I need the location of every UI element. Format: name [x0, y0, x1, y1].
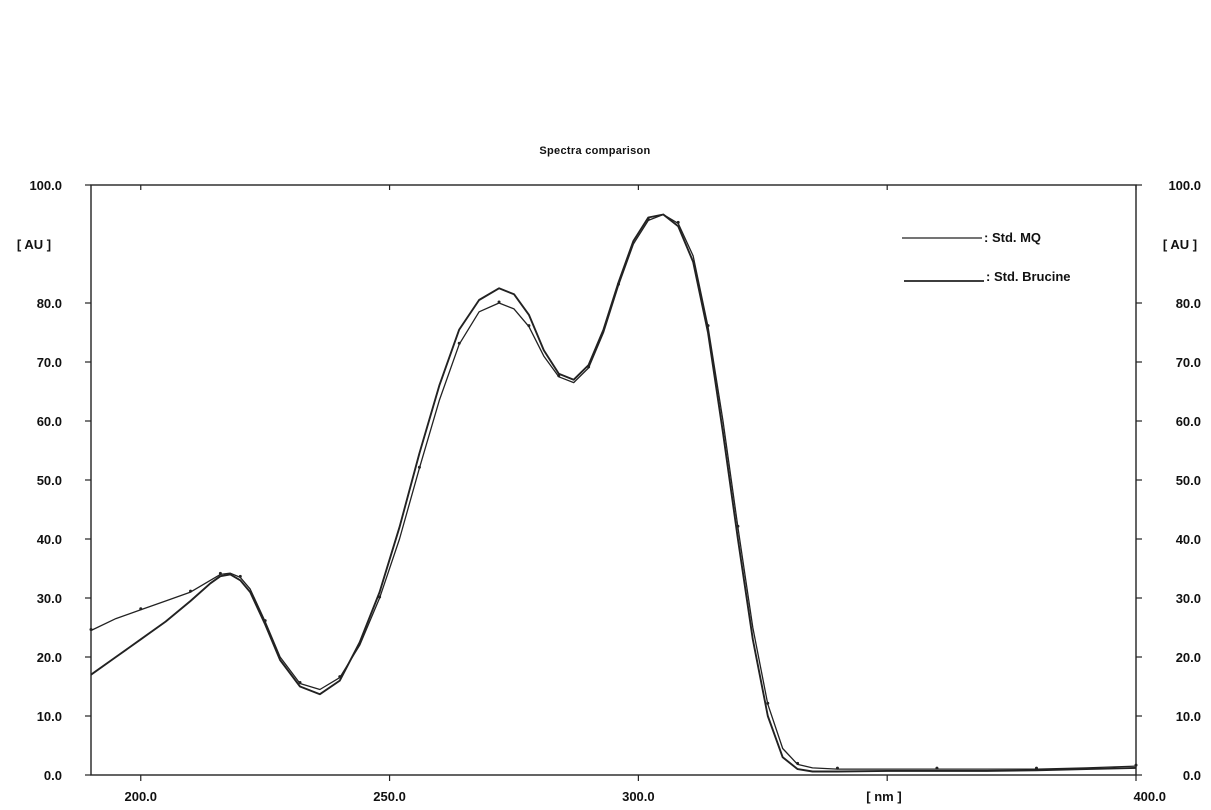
y-tick-label-right: 80.0: [1176, 296, 1201, 311]
series-point-std-mq: [89, 627, 93, 631]
y-axis-label-left: [ AU ]: [17, 237, 51, 252]
y-axis-label-right: [ AU ]: [1163, 237, 1197, 252]
series-point-std-mq: [796, 761, 800, 765]
series-point-std-mq: [338, 675, 342, 679]
y-tick-label-right: 30.0: [1176, 591, 1201, 606]
y-axis-right: 0.0 10.0 20.0 30.0 40.0 50.0 60.0 70.0 80.0 100.0: [1136, 178, 1201, 783]
series-layer: [89, 213, 1138, 773]
series-point-std-mq: [497, 300, 501, 304]
series-point-std-mq: [298, 681, 302, 685]
series-line-std-brucine: [90, 213, 1137, 773]
y-tick-label-right: 60.0: [1176, 414, 1201, 429]
y-tick-label-right: 20.0: [1176, 650, 1201, 665]
series-point-std-mq: [766, 701, 770, 705]
series-point-std-mq: [238, 574, 242, 578]
x-tick-label: 200.0: [124, 789, 157, 804]
series-point-std-mq: [706, 324, 710, 328]
y-tick-label-left: 30.0: [37, 591, 62, 606]
series-point-std-mq: [616, 282, 620, 286]
y-tick-label-left: 60.0: [37, 414, 62, 429]
series-point-std-mq: [263, 619, 267, 623]
y-tick-label-left: 10.0: [37, 709, 62, 724]
legend-label-std-brucine: : Std. Brucine: [986, 269, 1071, 284]
x-axis: 200.0 250.0 300.0 400.0: [124, 185, 1166, 804]
y-tick-label-right: 40.0: [1176, 532, 1201, 547]
x-tick-label: 300.0: [622, 789, 655, 804]
plot-frame: [90, 184, 1137, 776]
y-tick-label-right: 100.0: [1168, 178, 1201, 193]
series-point-std-mq: [1134, 763, 1138, 767]
y-tick-label-left: 100.0: [29, 178, 62, 193]
series-point-std-mq: [189, 589, 193, 593]
y-tick-label-left: 70.0: [37, 355, 62, 370]
y-tick-label-right: 50.0: [1176, 473, 1201, 488]
y-axis-left: 0.0 10.0 20.0 30.0 40.0 50.0 60.0 70.0 80.0 100.0: [29, 178, 91, 783]
chart-title: Spectra comparison: [539, 145, 650, 157]
x-tick-label: 250.0: [373, 789, 406, 804]
y-tick-label-left: 0.0: [44, 768, 62, 783]
series-line-std-mq: [90, 213, 1137, 770]
legend: : Std. MQ : Std. Brucine: [902, 230, 1071, 284]
series-point-std-mq: [527, 324, 531, 328]
y-tick-label-left: 20.0: [37, 650, 62, 665]
y-tick-label-right: 10.0: [1176, 709, 1201, 724]
series-point-std-mq: [935, 766, 939, 770]
y-tick-label-right: 70.0: [1176, 355, 1201, 370]
y-tick-label-left: 80.0: [37, 296, 62, 311]
series-point-std-mq: [139, 607, 143, 611]
x-tick-label: 400.0: [1133, 789, 1166, 804]
series-point-std-mq: [646, 217, 650, 221]
series-point-std-mq: [587, 365, 591, 369]
series-point-std-mq: [457, 341, 461, 345]
y-tick-label-right: 0.0: [1183, 768, 1201, 783]
series-point-std-mq: [417, 465, 421, 469]
series-point-std-mq: [218, 571, 222, 575]
y-tick-label-left: 40.0: [37, 532, 62, 547]
x-axis-label: [ nm ]: [866, 789, 901, 804]
series-point-std-mq: [1034, 766, 1038, 770]
series-point-std-mq: [835, 766, 839, 770]
series-point-std-mq: [557, 374, 561, 378]
series-point-std-mq: [736, 524, 740, 528]
series-point-std-mq: [378, 595, 382, 599]
series-point-std-mq: [676, 220, 680, 224]
legend-label-std-mq: : Std. MQ: [984, 230, 1041, 245]
y-tick-label-left: 50.0: [37, 473, 62, 488]
